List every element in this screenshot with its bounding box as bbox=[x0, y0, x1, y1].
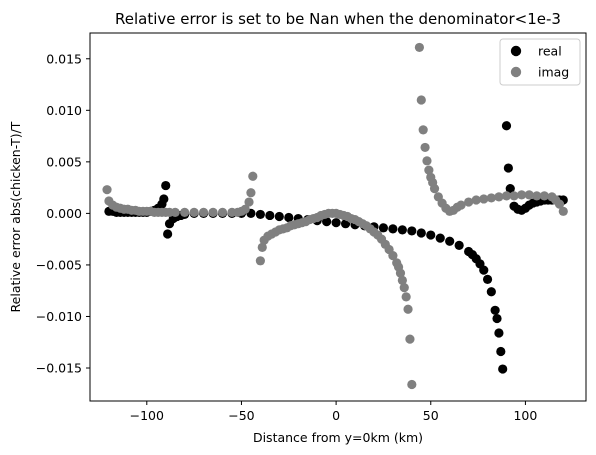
data-point-real bbox=[255, 209, 265, 220]
y-axis: 0.015 0.010 0.005 0.000 −0.005 −0.010 −0.015 bbox=[36, 51, 90, 376]
data-point-imag bbox=[397, 275, 407, 285]
data-point-imag bbox=[422, 156, 432, 166]
legend-label-imag: imag bbox=[538, 65, 569, 80]
data-point-real bbox=[426, 230, 436, 240]
data-point-imag bbox=[180, 207, 190, 217]
plot-frame bbox=[89, 32, 587, 402]
y-tick-label: −0.015 bbox=[36, 361, 82, 376]
y-tick-label: 0.015 bbox=[46, 51, 82, 66]
legend: real imag bbox=[499, 38, 581, 86]
data-point-imag bbox=[509, 191, 519, 201]
data-point-imag bbox=[399, 283, 409, 293]
data-point-imag bbox=[401, 292, 411, 302]
data-point-imag bbox=[403, 304, 413, 314]
y-tick-label: −0.005 bbox=[36, 257, 82, 272]
data-point-imag bbox=[494, 192, 504, 202]
data-point-imag bbox=[102, 185, 112, 195]
data-point-real bbox=[494, 328, 504, 338]
data-point-imag bbox=[501, 191, 512, 201]
data-point-real bbox=[486, 287, 496, 297]
data-point-real bbox=[454, 240, 464, 250]
data-point-real bbox=[322, 217, 332, 227]
y-tick-label: −0.010 bbox=[36, 309, 82, 324]
data-point-real bbox=[378, 223, 389, 233]
chart-title: Relative error is set to be Nan when the… bbox=[115, 10, 561, 28]
data-point-imag bbox=[189, 207, 199, 217]
data-point-real bbox=[498, 364, 508, 374]
y-tick-label: 0.000 bbox=[46, 206, 82, 221]
legend-marker-real bbox=[510, 45, 522, 57]
data-point-imag bbox=[414, 42, 424, 53]
data-point-real bbox=[501, 121, 512, 131]
data-point-imag bbox=[240, 204, 250, 214]
data-point-imag bbox=[539, 191, 549, 201]
data-point-imag bbox=[208, 207, 218, 217]
data-point-imag bbox=[407, 379, 417, 390]
x-axis: −100 −50 0 50 100 bbox=[130, 401, 537, 423]
data-point-real bbox=[435, 233, 445, 243]
data-point-imag bbox=[244, 197, 254, 207]
data-point-real bbox=[163, 229, 173, 239]
data-point-real bbox=[505, 184, 515, 194]
data-point-real bbox=[265, 210, 275, 221]
data-point-imag bbox=[395, 268, 406, 278]
data-point-real bbox=[407, 226, 417, 236]
data-point-imag bbox=[257, 242, 267, 253]
data-point-imag bbox=[248, 171, 258, 181]
data-point-imag bbox=[429, 184, 440, 194]
y-axis-label: Relative error abs(chicken-T)/T bbox=[8, 121, 23, 312]
data-point-real bbox=[445, 236, 455, 246]
data-point-real bbox=[482, 274, 493, 284]
y-tick-label: 0.010 bbox=[46, 103, 82, 118]
x-tick-label: −50 bbox=[228, 408, 254, 423]
data-point-imag bbox=[405, 334, 415, 344]
data-point-real bbox=[161, 180, 171, 191]
data-point-imag bbox=[524, 190, 534, 200]
data-point-real bbox=[388, 224, 398, 234]
y-tick-label: 0.005 bbox=[46, 154, 82, 169]
x-tick-label: 0 bbox=[332, 408, 340, 423]
data-point-imag bbox=[420, 142, 430, 153]
x-tick-label: −100 bbox=[130, 408, 164, 423]
data-point-real bbox=[490, 305, 500, 315]
data-point-real bbox=[503, 163, 513, 173]
data-point-imag bbox=[517, 190, 527, 200]
data-point-imag bbox=[246, 188, 256, 198]
data-point-real bbox=[284, 212, 294, 223]
data-point-imag bbox=[416, 95, 426, 105]
data-point-real bbox=[496, 346, 506, 357]
data-point-imag bbox=[170, 207, 180, 217]
data-point-imag bbox=[424, 165, 434, 175]
data-point-imag bbox=[464, 197, 474, 207]
data-point-real bbox=[416, 228, 426, 238]
data-point-imag bbox=[255, 256, 265, 266]
x-tick-label: 100 bbox=[513, 408, 537, 423]
data-point-real bbox=[274, 211, 284, 222]
data-point-imag bbox=[532, 191, 542, 201]
legend-marker-imag bbox=[510, 66, 522, 78]
data-point-imag bbox=[486, 193, 496, 203]
data-point-real bbox=[479, 265, 489, 275]
data-point-real bbox=[492, 313, 502, 324]
data-point-real bbox=[331, 218, 341, 228]
data-point-imag bbox=[558, 206, 568, 216]
data-point-imag bbox=[217, 207, 228, 217]
data-point-imag bbox=[554, 199, 565, 209]
data-point-imag bbox=[198, 207, 209, 217]
data-point-imag bbox=[388, 251, 398, 261]
x-tick-label: 50 bbox=[423, 408, 439, 423]
data-point-imag bbox=[456, 200, 466, 210]
x-axis-label: Distance from y=0km (km) bbox=[253, 430, 423, 445]
data-point-imag bbox=[479, 194, 489, 204]
points-layer bbox=[102, 42, 568, 390]
data-point-imag bbox=[418, 125, 428, 135]
data-point-real bbox=[397, 225, 407, 235]
data-point-imag bbox=[471, 195, 481, 205]
data-point-real bbox=[159, 194, 169, 204]
legend-label-real: real bbox=[538, 44, 562, 59]
